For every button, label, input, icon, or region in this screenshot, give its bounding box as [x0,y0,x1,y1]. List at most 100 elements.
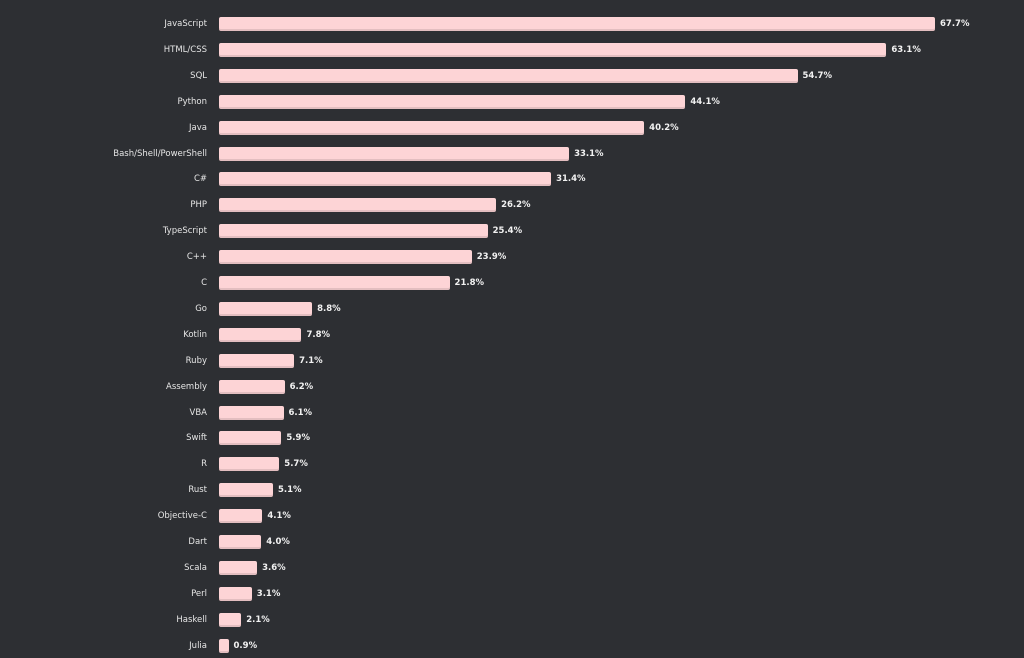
bar-row: Scala 3.6% [0,560,1024,576]
bar-row: C++ 23.9% [0,249,1024,265]
bar [219,224,488,239]
bar [219,68,798,83]
bar [219,483,273,498]
bar-row: Haskell 2.1% [0,612,1024,628]
bar-row: R 5.7% [0,456,1024,472]
bar-row: Swift 5.9% [0,430,1024,446]
category-label: Haskell [176,614,207,625]
bar [219,120,645,135]
value-label: 8.8% [317,303,341,314]
category-label: Objective-C [157,511,207,522]
bar [219,638,229,653]
bar-row: VBA 6.1% [0,405,1024,421]
category-label: Kotlin [183,329,207,340]
category-label: SQL [190,70,207,81]
bar [219,276,450,290]
value-label: 7.8% [306,329,331,340]
category-label: Rust [188,485,207,496]
value-label: 4.0% [266,537,290,547]
category-label: Ruby [185,355,207,366]
bar-row: PHP 26.2% [0,197,1024,213]
bar [219,509,263,524]
value-label: 0.9% [233,640,258,651]
bar-row: HTML/CSS 63.1% [0,42,1024,58]
bar [219,172,552,187]
category-label: Julia [189,640,207,651]
bar [219,405,284,420]
bar [219,198,497,213]
category-label: C++ [186,252,207,263]
bar [219,327,302,342]
category-label: Dart [188,537,207,547]
bar-row: Assembly 6.2% [0,379,1024,395]
bar-row: SQL 54.7% [0,68,1024,84]
value-label: 5.9% [286,433,310,444]
value-label: 23.9% [476,252,507,263]
value-label: 26.2% [501,200,531,211]
bar [219,353,295,368]
category-label: C# [193,174,207,185]
category-label: Scala [184,562,207,573]
category-label: PHP [190,200,207,211]
value-label: 67.7% [940,19,970,29]
bar [219,42,887,57]
category-label: Go [195,303,207,314]
value-label: 31.4% [556,174,586,185]
bar-row: TypeScript 25.4% [0,223,1024,239]
value-label: 5.7% [284,459,308,470]
category-label: C [201,278,207,288]
bar-row: Kotlin 7.8% [0,327,1024,343]
value-label: 3.1% [256,588,281,599]
bar-row: Bash/Shell/PowerShell 33.1% [0,146,1024,162]
category-label: Bash/Shell/PowerShell [113,148,207,159]
value-label: 6.1% [288,407,313,418]
value-label: 3.6% [262,562,286,573]
category-label: HTML/CSS [163,44,207,55]
bar [219,17,935,31]
bar-row: Rust 5.1% [0,482,1024,498]
bar-row: Dart 4.0% [0,534,1024,550]
category-label: JavaScript [164,19,207,29]
category-label: VBA [189,407,207,418]
value-label: 4.1% [267,511,291,522]
value-label: 6.2% [289,381,314,392]
category-label: Perl [191,588,207,599]
value-label: 5.1% [277,485,302,496]
value-label: 25.4% [492,226,523,237]
bar-row: Objective-C 4.1% [0,508,1024,524]
bar [219,250,472,265]
value-label: 63.1% [891,44,921,55]
value-label: 40.2% [649,122,679,133]
bar [219,146,570,161]
bar-row: C 21.8% [0,275,1024,291]
bar [219,94,686,109]
category-label: Swift [186,433,207,444]
category-label: Python [177,96,207,107]
category-label: TypeScript [162,226,207,237]
bar [219,586,252,601]
bar [219,457,280,472]
bar [219,612,242,627]
bar-row: Python 44.1% [0,94,1024,110]
value-label: 21.8% [454,278,485,288]
value-label: 33.1% [574,148,604,159]
bar-row: JavaScript 67.7% [0,16,1024,32]
bar-row: Ruby 7.1% [0,353,1024,369]
value-label: 7.1% [299,355,323,366]
bar [219,301,313,316]
category-label: Assembly [166,381,207,392]
bar-row: C# 31.4% [0,171,1024,187]
bar-row: Go 8.8% [0,301,1024,317]
value-label: 54.7% [802,70,833,81]
category-label: R [201,459,207,470]
value-label: 2.1% [246,614,270,625]
bar [219,431,282,446]
bar [219,535,262,549]
bar-row: Perl 3.1% [0,586,1024,602]
bar-row: Java 40.2% [0,120,1024,136]
bar [219,560,258,575]
value-label: 44.1% [690,96,720,107]
category-label: Java [189,122,207,133]
bar-row: Julia 0.9% [0,638,1024,654]
